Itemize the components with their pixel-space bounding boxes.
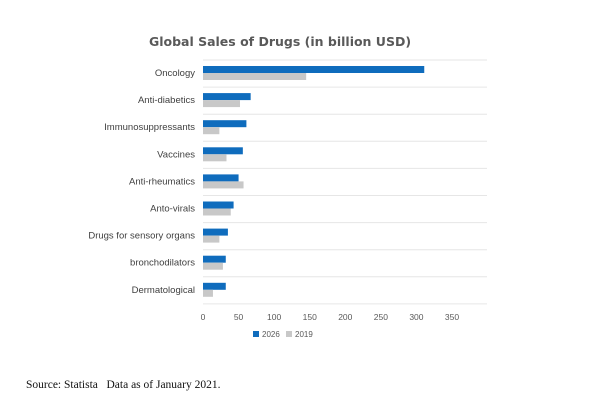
bar-2026-4: [203, 174, 239, 182]
category-labels: Oncology Anti-diabetics Immunosuppressants…: [88, 68, 195, 296]
category-label: Vaccines: [157, 149, 195, 160]
x-tick-label: 300: [409, 312, 423, 322]
legend-label: 2019: [295, 330, 313, 339]
bar-2026-2: [203, 120, 247, 128]
bar-2019-7: [203, 262, 223, 270]
category-label: Immunosuppressants: [104, 122, 195, 133]
legend-label: 2026: [262, 330, 280, 339]
bar-2019-1: [203, 100, 240, 108]
category-label: Anti-rheumatics: [129, 176, 195, 187]
legend: 2026 2019: [253, 330, 313, 339]
x-tick-label: 50: [234, 312, 244, 322]
source-note: Source: Statista Data as of January 2021…: [26, 379, 221, 391]
bar-2019-2: [203, 127, 220, 135]
bar-2019-0: [203, 73, 307, 80]
x-tick-label: 200: [338, 312, 352, 322]
category-label: bronchodilators: [130, 258, 195, 269]
bar-2026-7: [203, 255, 226, 263]
bar-2026-3: [203, 147, 243, 155]
x-tick-label: 100: [267, 312, 281, 322]
x-tick-label: 350: [445, 312, 459, 322]
bar-2026-5: [203, 201, 234, 209]
category-label: Drugs for sensory organs: [88, 231, 195, 242]
x-tick-label: 0: [201, 312, 206, 322]
bar-2019-4: [203, 181, 244, 189]
bar-2026-8: [203, 282, 226, 290]
bar-2019-5: [203, 208, 231, 216]
bar-2026-0: [203, 66, 425, 73]
bar-2019-8: [203, 289, 213, 297]
x-tick-label: 250: [374, 312, 388, 322]
bars: [203, 66, 425, 297]
category-label: Anti-diabetics: [138, 95, 195, 106]
bar-2019-6: [203, 235, 220, 243]
bar-2019-3: [203, 154, 227, 162]
category-label: Anto-virals: [150, 204, 195, 215]
bar-2026-1: [203, 93, 251, 101]
x-tick-label: 150: [303, 312, 317, 322]
legend-swatch-2026: [253, 331, 259, 337]
category-label: Oncology: [155, 68, 195, 79]
chart-title: Global Sales of Drugs (in billion USD): [149, 34, 411, 49]
x-axis-ticks: 0 50 100 150 200 250 300 350: [201, 312, 460, 322]
bar-2026-6: [203, 228, 228, 236]
legend-swatch-2019: [286, 331, 292, 337]
category-label: Dermatological: [132, 285, 195, 296]
grid: [203, 59, 487, 305]
